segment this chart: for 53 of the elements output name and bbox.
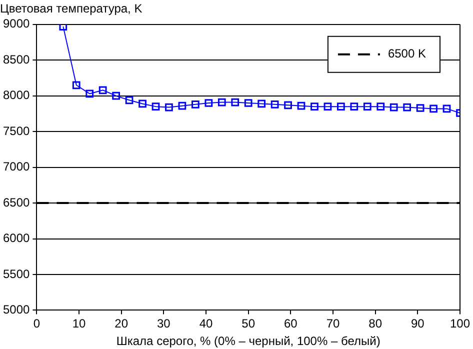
point [125, 96, 134, 104]
y-tick-label: 8500 [2, 52, 30, 66]
point [59, 24, 68, 30]
y-tick-label: 8000 [2, 88, 30, 102]
x-tick-label: 20 [114, 316, 128, 331]
point [403, 103, 412, 112]
point [178, 102, 186, 110]
x-axis-title: Шкала серого, % (0% – черный, 100% – белый) [116, 334, 380, 348]
x-tick-label: 40 [199, 316, 214, 331]
x-tick-label: 50 [242, 316, 256, 331]
point [324, 102, 332, 110]
point [376, 102, 385, 110]
point [192, 100, 200, 108]
x-tick-label: 80 [368, 316, 382, 331]
point [258, 100, 266, 108]
y-tick-label: 7000 [2, 160, 30, 174]
legend-label: 6500 K [388, 46, 426, 61]
point [297, 102, 306, 110]
point [165, 103, 173, 112]
point [284, 101, 292, 110]
point [416, 104, 424, 112]
point [112, 92, 120, 100]
x-tick-label: 90 [410, 316, 425, 331]
x-tick-label: 0 [33, 316, 40, 331]
y-tick-label: 5000 [2, 302, 30, 317]
point [98, 86, 107, 94]
x-tick-label: 60 [284, 316, 298, 331]
y-tick-label: 7500 [2, 124, 30, 138]
point [350, 102, 358, 110]
y-tick-label: 6500 [2, 195, 30, 210]
point [152, 102, 160, 110]
point [218, 98, 226, 106]
x-tick-label: 30 [157, 316, 171, 331]
y-tick-label: 9000 [2, 16, 30, 31]
point [204, 99, 213, 107]
point [390, 103, 398, 112]
point [138, 100, 146, 108]
point [442, 104, 451, 113]
y-axis-title: Цветовая температура, K [0, 2, 142, 16]
point [310, 102, 318, 110]
point [86, 90, 94, 98]
point [72, 81, 80, 90]
x-tick-label: 100 [450, 316, 470, 331]
point [231, 98, 240, 106]
x-tick-label: 10 [72, 316, 86, 331]
x-tick-label: 70 [326, 316, 340, 331]
point [244, 99, 252, 107]
point [270, 100, 279, 108]
point [337, 102, 345, 110]
y-tick-label: 5500 [2, 266, 30, 281]
y-tick-label: 6000 [2, 231, 30, 246]
point [430, 104, 438, 113]
point [363, 102, 372, 110]
